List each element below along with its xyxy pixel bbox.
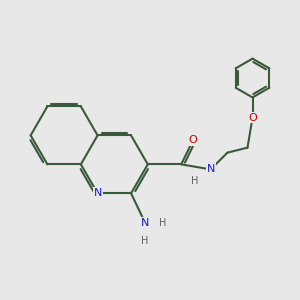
Text: O: O	[189, 135, 197, 145]
Text: N: N	[141, 218, 149, 228]
Text: H: H	[159, 218, 166, 228]
Text: N: N	[93, 188, 102, 198]
Text: N: N	[206, 164, 215, 174]
Text: O: O	[248, 112, 257, 122]
Text: H: H	[141, 236, 149, 246]
Text: H: H	[191, 176, 198, 186]
